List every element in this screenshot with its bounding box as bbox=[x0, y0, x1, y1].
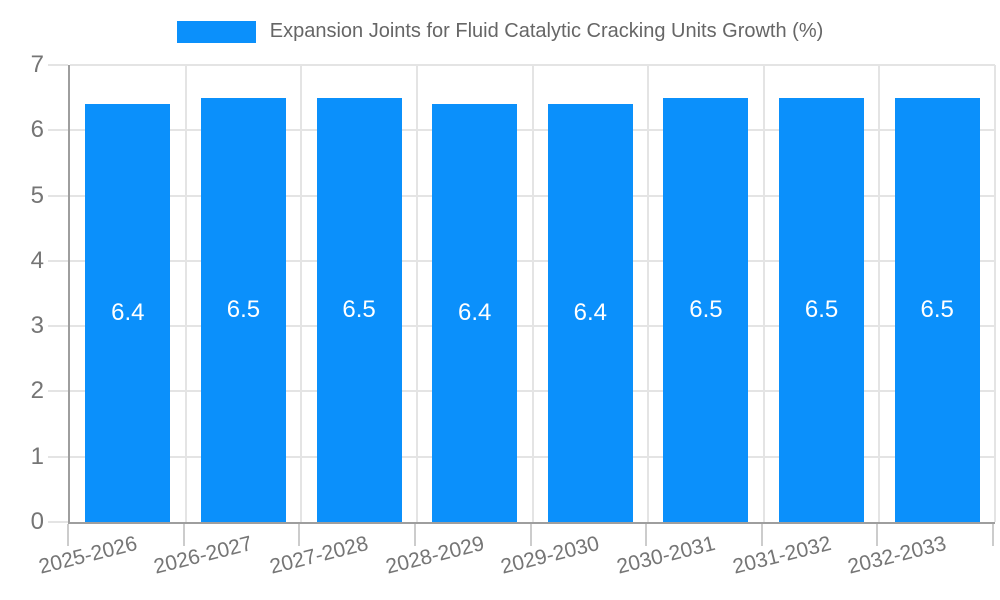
bar-value-label: 6.5 bbox=[920, 295, 954, 323]
bar-value-label: 6.5 bbox=[689, 295, 723, 323]
x-tick bbox=[67, 524, 69, 546]
y-tick-label: 4 bbox=[30, 246, 44, 274]
vertical-gridline bbox=[994, 65, 996, 522]
bar-value-label: 6.5 bbox=[804, 295, 839, 323]
x-tick bbox=[298, 524, 301, 546]
bar-value-label: 6.4 bbox=[111, 299, 145, 327]
bar: 6.5 bbox=[316, 97, 402, 522]
bar: 6.5 bbox=[894, 97, 980, 522]
y-tick-label: 6 bbox=[30, 116, 44, 144]
plot-area: 6.4 6.5 6.5 6.4 6.4 6.5 6.5 6.5 bbox=[68, 64, 996, 524]
bar-value-label: 6.5 bbox=[226, 295, 261, 323]
vertical-gridline bbox=[647, 65, 650, 522]
bar-value-label: 6.5 bbox=[342, 295, 376, 323]
y-tick bbox=[48, 129, 68, 132]
x-tick bbox=[413, 524, 416, 546]
vertical-gridline bbox=[415, 65, 418, 522]
y-tick bbox=[48, 64, 68, 66]
y-tick bbox=[48, 194, 68, 197]
y-tick-label: 3 bbox=[30, 312, 44, 340]
y-tick-label: 5 bbox=[30, 181, 44, 209]
bar: 6.4 bbox=[85, 104, 171, 522]
legend: Expansion Joints for Fluid Catalytic Cra… bbox=[0, 20, 1000, 43]
y-tick bbox=[48, 390, 68, 393]
x-tick bbox=[876, 524, 879, 546]
bar: 6.5 bbox=[200, 97, 286, 522]
vertical-gridline bbox=[878, 65, 881, 522]
y-tick-label: 7 bbox=[30, 51, 44, 78]
vertical-gridline bbox=[184, 65, 187, 522]
x-tick bbox=[992, 524, 994, 546]
y-tick bbox=[48, 521, 68, 523]
bar: 6.5 bbox=[663, 97, 749, 522]
bar: 6.4 bbox=[547, 104, 633, 522]
chart-title: Expansion Joints for Fluid Catalytic Cra… bbox=[269, 20, 824, 42]
y-tick-label: 0 bbox=[30, 508, 44, 535]
x-tick bbox=[645, 524, 648, 546]
legend-swatch bbox=[176, 20, 256, 43]
x-tick bbox=[760, 524, 763, 546]
x-tick bbox=[529, 524, 532, 546]
vertical-gridline bbox=[300, 65, 303, 522]
vertical-gridline bbox=[531, 65, 534, 522]
bar: 6.4 bbox=[432, 104, 518, 522]
x-tick bbox=[182, 524, 185, 546]
y-tick-label: 2 bbox=[30, 377, 44, 405]
bar: 6.5 bbox=[779, 97, 865, 522]
y-tick bbox=[48, 325, 68, 328]
vertical-gridline bbox=[762, 65, 765, 522]
y-tick bbox=[48, 259, 68, 262]
y-tick-label: 1 bbox=[30, 442, 44, 470]
bar-value-label: 6.4 bbox=[573, 299, 607, 327]
y-tick bbox=[48, 455, 68, 458]
bar-value-label: 6.4 bbox=[458, 299, 492, 327]
